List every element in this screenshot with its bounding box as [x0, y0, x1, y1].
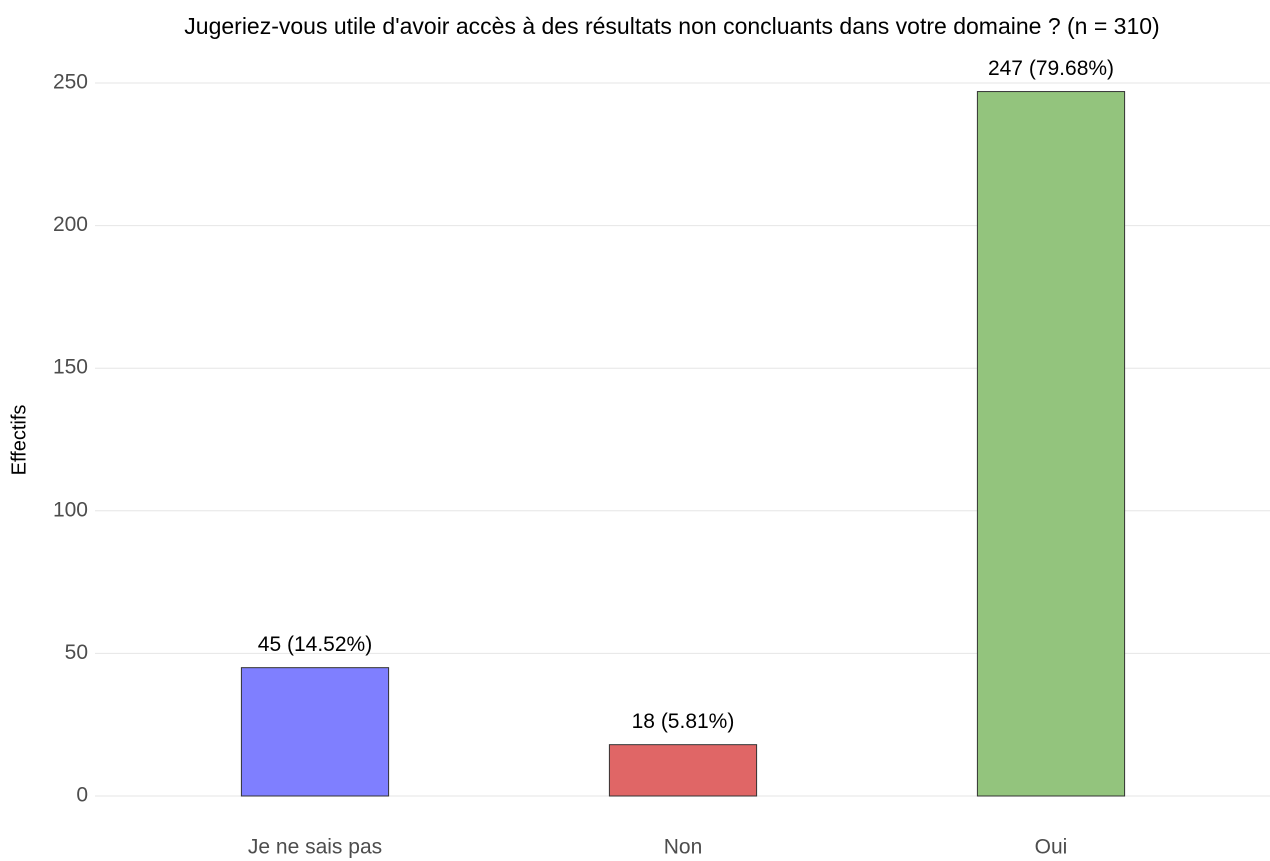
x-tick-label: Oui [1035, 836, 1068, 859]
y-tick-label: 50 [65, 641, 88, 664]
y-tick-label: 0 [76, 784, 88, 807]
x-tick-label: Je ne sais pas [248, 836, 382, 859]
y-tick-label: 200 [53, 213, 88, 236]
data-label: 18 (5.81%) [632, 710, 735, 733]
bar [976, 91, 1126, 797]
data-label: 45 (14.52%) [258, 633, 372, 656]
y-axis-label: Effectifs [8, 405, 30, 476]
data-label: 247 (79.68%) [988, 57, 1114, 80]
y-tick-label: 100 [53, 498, 88, 521]
bar [240, 667, 390, 797]
chart-title: Jugeriez-vous utile d'avoir accès à des … [184, 13, 1159, 39]
x-tick-label: Non [664, 836, 703, 859]
y-tick-label: 150 [53, 356, 88, 379]
y-tick-label: 250 [53, 71, 88, 94]
bar [608, 744, 758, 797]
